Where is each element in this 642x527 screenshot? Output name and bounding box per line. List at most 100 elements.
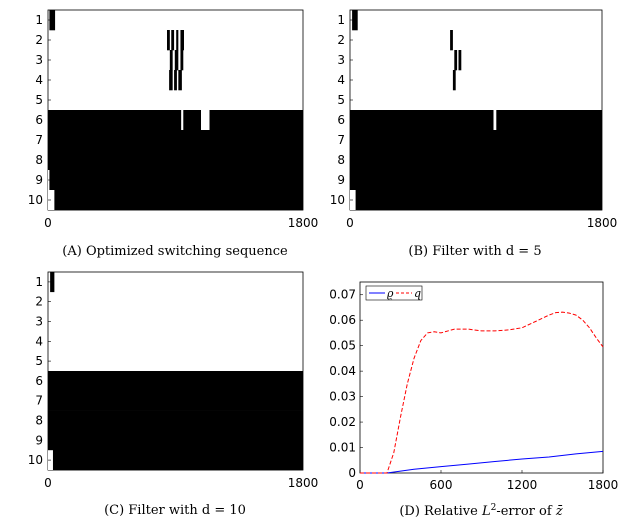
panel-d-ytick-0.04: 0.04 [329,364,356,378]
panel-d-legend: ϱ q [365,285,423,301]
panel-b-row7-bar1 [350,130,602,151]
panel-b-row10-bar1 [350,190,602,211]
panel-d-xtick-0: 0 [356,478,364,492]
panel-a-row6-gap1 [181,110,184,130]
panel-a-ytick-2: 2 [35,33,43,47]
panel-b-row3-bar2 [458,50,462,71]
panel-c-row6-bar1 [48,371,303,392]
panel-a-row10-gap1 [48,190,55,210]
panel-a-bars [48,10,303,211]
panel-b-bars [350,10,602,211]
panel-b-x-tick-1800: 1800 [587,216,618,230]
panel-c-ytick-8: 8 [35,414,43,428]
panel-a-row3-bar3 [180,50,184,71]
panel-d: 0 600 1200 1800 0 0.01 0.02 0.03 0.04 0.05 0.06 0.0… [329,281,618,519]
panel-c-ytick-10: 10 [28,453,43,467]
panel-c-caption: (C) Filter with d = 10 [104,503,246,518]
panel-c-row1-bar1 [50,272,55,293]
panel-b-y-ticks: 1 2 3 4 5 6 7 8 9 10 [330,13,353,207]
panel-a-row3-bar2 [174,50,179,71]
panel-b-ytick-10: 10 [330,193,345,207]
panel-a-ytick-1: 1 [35,13,43,27]
panel-b-ytick-3: 3 [337,53,345,67]
panel-b-row3-bar1 [454,50,458,71]
panel-a-y-ticks: 1 2 3 4 5 6 7 8 9 10 [28,13,51,207]
caption-d-sup: 2 [491,503,497,513]
panel-a-row7-bar1 [48,130,303,151]
panel-a-row3-bar1 [169,50,173,71]
panel-a-row2-bar1 [167,30,170,51]
legend-rho-label: ϱ [387,287,394,300]
panel-d-ytick-0: 0 [348,466,356,480]
panel-a-ytick-6: 6 [35,113,43,127]
panel-c-row9-bar1 [48,430,303,451]
panel-b-row1-bar1 [352,10,358,31]
panel-d-xtick-1800: 1800 [588,478,619,492]
panel-a-row2-bar2 [171,30,175,51]
panel-a-row2-bar3 [176,30,179,51]
panel-d-frame [359,281,604,474]
panel-b-row9-bar1 [350,170,602,191]
caption-d-var: z̄ [555,504,563,519]
caption-d-mid: -error of [496,504,555,519]
panel-a-ytick-9: 9 [35,173,43,187]
panel-d-caption: (D) Relative L2-error of z̄ [399,503,563,519]
panel-b: 1 2 3 4 5 6 7 8 9 10 0 1800 (B) Filter with d = 5 [330,9,618,259]
panel-b-ytick-4: 4 [337,73,345,87]
panel-d-ytick-0.07: 0.07 [329,288,356,302]
panel-d-xtick-600: 600 [430,478,453,492]
panel-a-row10-bar1 [48,190,303,211]
panel-a-ytick-7: 7 [35,133,43,147]
panel-a-ytick-4: 4 [35,73,43,87]
panel-c-x-tick-0: 0 [44,476,52,490]
panel-c-ytick-7: 7 [35,394,43,408]
panel-c-ytick-1: 1 [35,275,43,289]
panel-c-bars [48,272,303,471]
panel-b-row6-bar1 [350,110,602,131]
panel-b-ytick-2: 2 [337,33,345,47]
panel-a-row4-bar1 [169,70,173,91]
panel-a-row6-gap2 [201,110,210,130]
panel-c-ytick-9: 9 [35,433,43,447]
panel-a-row4-bar2 [174,70,177,91]
panel-b-ytick-7: 7 [337,133,345,147]
legend-q-label: q [414,287,421,300]
panel-a: 1 2 3 4 5 6 7 8 9 10 0 1800 (A) Optimized switchi… [28,9,319,259]
panel-c-row7-bar1 [48,390,303,411]
panel-a-ytick-3: 3 [35,53,43,67]
legend-box [365,285,423,301]
panel-a-x-tick-0: 0 [44,216,52,230]
panel-d-xtick-1200: 1200 [507,478,538,492]
panel-c-ytick-4: 4 [35,334,43,348]
panel-c-ytick-5: 5 [35,354,43,368]
panel-c-ytick-2: 2 [35,295,43,309]
panel-c-ytick-3: 3 [35,315,43,329]
panel-a-ytick-8: 8 [35,153,43,167]
panel-a-caption: (A) Optimized switching sequence [62,244,288,259]
caption-d-l: L [481,504,491,519]
panel-c-ytick-6: 6 [35,374,43,388]
panel-b-row8-bar1 [350,150,602,171]
panel-a-ytick-10: 10 [28,193,43,207]
panel-b-row6-gap1 [493,110,497,130]
panel-d-ytick-0.06: 0.06 [329,313,356,327]
panel-a-x-tick-1800: 1800 [288,216,319,230]
panel-c-row10-bar1 [48,450,303,471]
panel-b-row4-bar1 [452,70,456,91]
panel-b-x-tick-0: 0 [346,216,354,230]
panel-a-row8-bar1 [48,150,303,171]
panel-d-ticks: 0 600 1200 1800 0 0.01 0.02 0.03 0.04 0.05 0.06 0.0… [329,288,618,492]
panel-d-ytick-0.01: 0.01 [329,441,356,455]
panel-b-ytick-9: 9 [337,173,345,187]
panel-c-x-tick-1800: 1800 [288,476,319,490]
panel-d-ytick-0.03: 0.03 [329,390,356,404]
panel-b-ytick-5: 5 [337,93,345,107]
panel-a-row9-bar1 [48,170,303,191]
panel-c: 1 2 3 4 5 6 7 8 9 10 0 1800 (C) Filter with d = 1… [28,271,319,518]
panel-a-row1-bar1 [49,10,56,31]
panel-d-series [360,311,604,474]
panel-b-caption: (B) Filter with d = 5 [408,244,541,259]
panel-c-row8-bar1 [48,410,303,431]
panel-d-ytick-0.05: 0.05 [329,339,356,353]
